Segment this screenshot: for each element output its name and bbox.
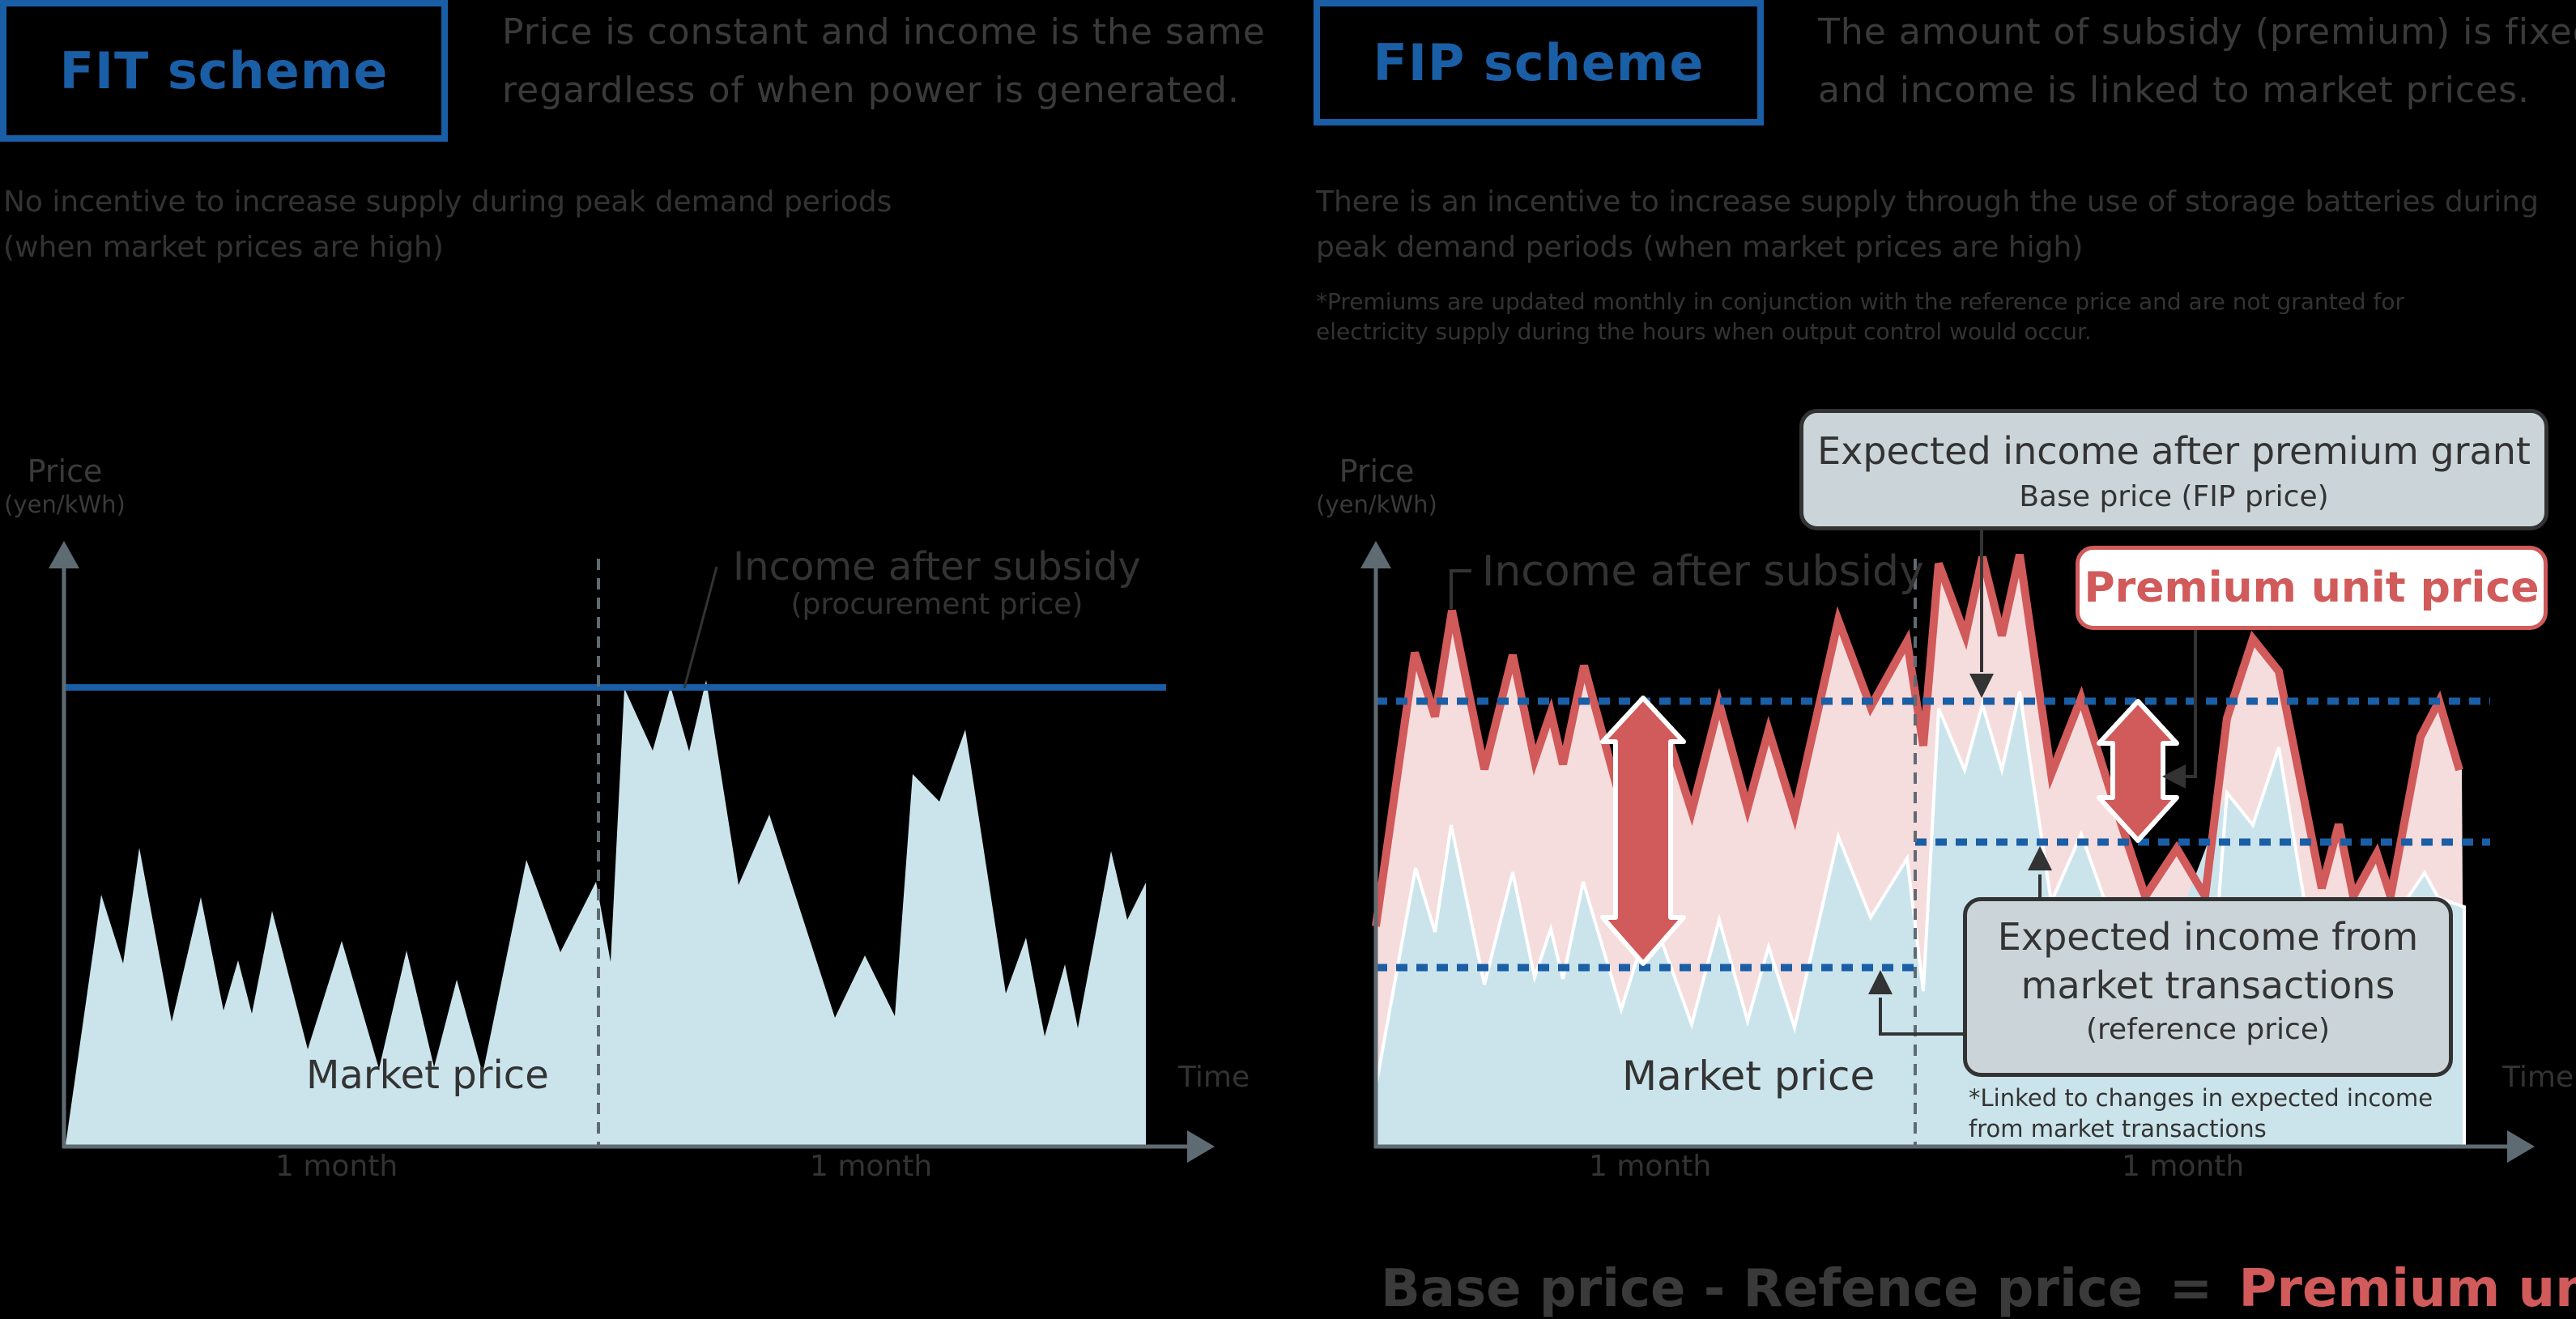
fip-reference-price-callout: Expected income from market transactions… bbox=[1963, 897, 2453, 1077]
fip-income-label: Income after subsidy bbox=[1482, 547, 1924, 596]
fip-income-leader bbox=[1451, 571, 1471, 609]
fip-y-axis-arrow-icon bbox=[1360, 541, 1391, 568]
formula-right: Premium unit price bbox=[2239, 1259, 2576, 1319]
fip-period-label-1: 1 month bbox=[1589, 1150, 1711, 1183]
fip-period-label-2: 1 month bbox=[2122, 1150, 2244, 1183]
fip-premium-pointer-icon bbox=[2162, 764, 2186, 789]
fip-premium-arrow-icon-1 bbox=[1603, 698, 1684, 964]
formula-equals: = bbox=[2169, 1259, 2213, 1319]
fip-linked-note: *Linked to changes in expected income fr… bbox=[1969, 1083, 2433, 1144]
fip-premium-callout: Premium unit price bbox=[2076, 546, 2548, 630]
fip-market-price-label: Market price bbox=[1622, 1053, 1875, 1100]
formula-left: Base price - Refence price bbox=[1381, 1259, 2143, 1319]
fip-time-label: Time bbox=[2502, 1061, 2574, 1094]
fip-x-axis-arrow-icon bbox=[2507, 1130, 2535, 1163]
fip-base-price-callout: Expected income after premium grant Base… bbox=[1799, 409, 2548, 530]
fip-premium-formula: Base price - Refence price = Premium uni… bbox=[1381, 1259, 2576, 1319]
